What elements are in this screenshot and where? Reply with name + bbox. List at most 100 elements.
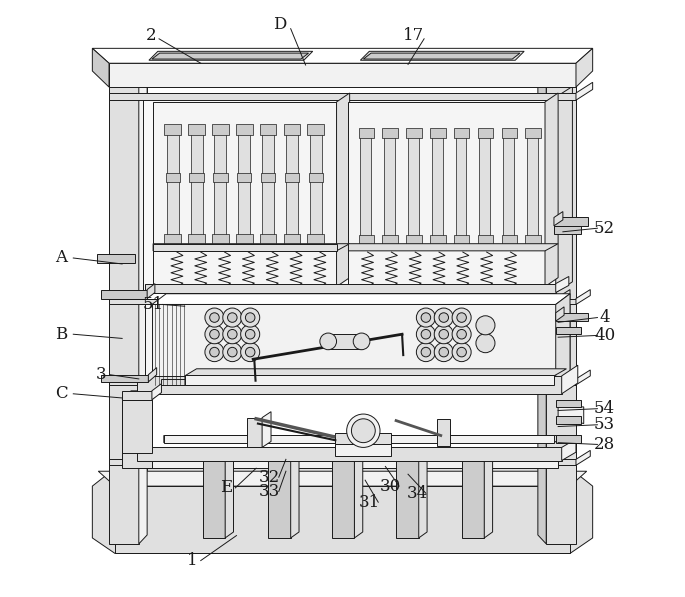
Text: 28: 28 — [594, 436, 615, 453]
Circle shape — [439, 330, 449, 339]
Text: 3: 3 — [96, 366, 107, 383]
Bar — [501, 128, 517, 138]
Text: 51: 51 — [142, 296, 164, 313]
Bar — [260, 234, 276, 245]
Polygon shape — [92, 48, 109, 87]
Polygon shape — [556, 276, 569, 293]
Circle shape — [227, 347, 237, 357]
Bar — [308, 234, 324, 245]
Text: E: E — [221, 479, 232, 496]
Bar — [384, 135, 395, 245]
Polygon shape — [185, 369, 566, 376]
Polygon shape — [147, 284, 155, 298]
Polygon shape — [152, 460, 558, 468]
Bar — [310, 132, 322, 245]
Polygon shape — [556, 400, 581, 407]
Polygon shape — [554, 217, 588, 226]
Bar — [503, 135, 514, 245]
Text: 34: 34 — [406, 485, 427, 501]
Polygon shape — [153, 244, 349, 251]
Bar — [430, 128, 445, 138]
Polygon shape — [203, 460, 225, 538]
Text: 1: 1 — [187, 552, 198, 569]
Polygon shape — [143, 97, 556, 293]
Bar — [479, 135, 490, 245]
Circle shape — [421, 313, 431, 322]
Polygon shape — [576, 48, 593, 87]
Text: 17: 17 — [403, 27, 425, 44]
Circle shape — [320, 333, 336, 350]
Circle shape — [205, 308, 224, 327]
Bar — [285, 173, 299, 182]
Bar — [188, 124, 205, 135]
Polygon shape — [109, 93, 576, 100]
Bar — [525, 235, 541, 245]
Circle shape — [416, 308, 436, 327]
Polygon shape — [576, 290, 590, 304]
Polygon shape — [554, 211, 563, 226]
Text: D: D — [273, 16, 286, 33]
Polygon shape — [97, 254, 135, 263]
Polygon shape — [462, 460, 484, 538]
Polygon shape — [153, 244, 336, 251]
Bar — [236, 234, 253, 245]
Polygon shape — [484, 454, 493, 538]
Circle shape — [240, 343, 260, 362]
Polygon shape — [99, 471, 586, 486]
Circle shape — [439, 313, 449, 322]
Circle shape — [476, 316, 495, 335]
Polygon shape — [137, 447, 562, 460]
Bar — [358, 128, 374, 138]
Circle shape — [223, 343, 242, 362]
Polygon shape — [109, 73, 139, 544]
Polygon shape — [576, 450, 590, 465]
Polygon shape — [262, 412, 271, 447]
Text: 40: 40 — [594, 327, 615, 344]
Circle shape — [434, 325, 453, 344]
Polygon shape — [247, 418, 262, 447]
Polygon shape — [538, 64, 576, 73]
Polygon shape — [185, 375, 554, 385]
Polygon shape — [145, 284, 556, 293]
Circle shape — [223, 308, 242, 327]
Text: 54: 54 — [594, 400, 615, 417]
Bar — [212, 124, 229, 135]
Polygon shape — [419, 454, 427, 538]
Polygon shape — [122, 400, 152, 453]
Polygon shape — [354, 454, 363, 538]
Polygon shape — [360, 51, 524, 60]
Polygon shape — [109, 379, 576, 385]
Circle shape — [245, 347, 255, 357]
Polygon shape — [328, 334, 362, 349]
Bar — [237, 173, 251, 182]
Bar — [188, 234, 205, 245]
Bar — [214, 132, 226, 245]
Polygon shape — [268, 460, 290, 538]
Bar — [164, 234, 181, 245]
Polygon shape — [164, 435, 566, 442]
Circle shape — [457, 330, 466, 339]
Circle shape — [210, 347, 219, 357]
Bar — [432, 135, 443, 245]
Polygon shape — [332, 460, 354, 538]
Bar — [284, 124, 300, 135]
Circle shape — [439, 347, 449, 357]
Polygon shape — [556, 435, 581, 442]
Polygon shape — [139, 64, 147, 544]
Text: 32: 32 — [259, 469, 280, 486]
Bar — [477, 128, 493, 138]
Circle shape — [245, 313, 255, 322]
Polygon shape — [152, 384, 162, 400]
Bar — [382, 235, 398, 245]
Bar — [406, 128, 422, 138]
Bar — [360, 135, 371, 245]
Bar — [406, 235, 422, 245]
Bar — [260, 124, 276, 135]
Polygon shape — [152, 53, 308, 59]
Bar — [382, 128, 398, 138]
Circle shape — [452, 343, 471, 362]
Polygon shape — [336, 444, 391, 456]
Polygon shape — [225, 454, 234, 538]
Polygon shape — [363, 53, 520, 59]
Bar — [525, 128, 541, 138]
